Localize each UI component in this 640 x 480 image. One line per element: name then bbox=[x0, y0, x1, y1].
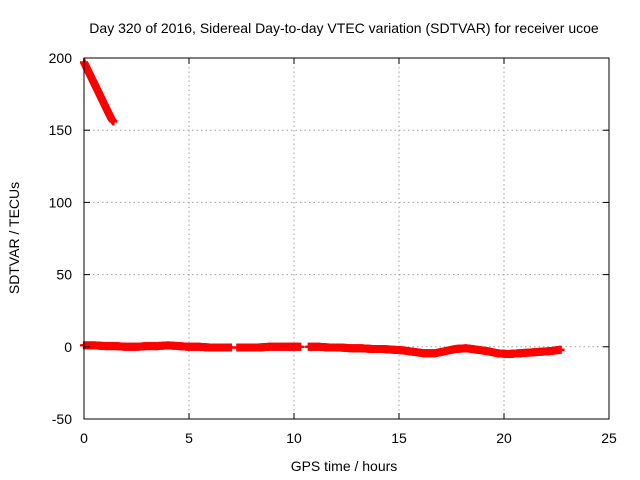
plot-frame bbox=[83, 57, 610, 420]
x-tick-label: 0 bbox=[80, 430, 88, 446]
y-tick-label: 200 bbox=[49, 50, 73, 66]
data-point bbox=[296, 342, 305, 351]
x-tick-label: 10 bbox=[286, 430, 302, 446]
grid-lines bbox=[84, 58, 609, 419]
x-tick-label: 5 bbox=[185, 430, 193, 446]
data-series bbox=[80, 58, 565, 359]
chart-title: Day 320 of 2016, Sidereal Day-to-day VTE… bbox=[89, 20, 599, 36]
y-tick-label: 50 bbox=[56, 267, 72, 283]
y-tick-label: -50 bbox=[52, 411, 72, 427]
y-tick-label: 0 bbox=[64, 339, 72, 355]
y-tick-label: 100 bbox=[49, 194, 73, 210]
data-point bbox=[556, 345, 565, 354]
x-tick-label: 20 bbox=[496, 430, 512, 446]
axis-ticks: 0 5 10 15 20 25 -50 0 50 100 150 200 bbox=[49, 50, 617, 446]
x-tick-label: 25 bbox=[601, 430, 617, 446]
x-axis-label: GPS time / hours bbox=[291, 458, 398, 474]
x-tick-label: 15 bbox=[391, 430, 407, 446]
y-tick-label: 150 bbox=[49, 122, 73, 138]
data-point bbox=[109, 117, 118, 126]
y-axis-label: SDTVAR / TECUs bbox=[6, 182, 22, 294]
